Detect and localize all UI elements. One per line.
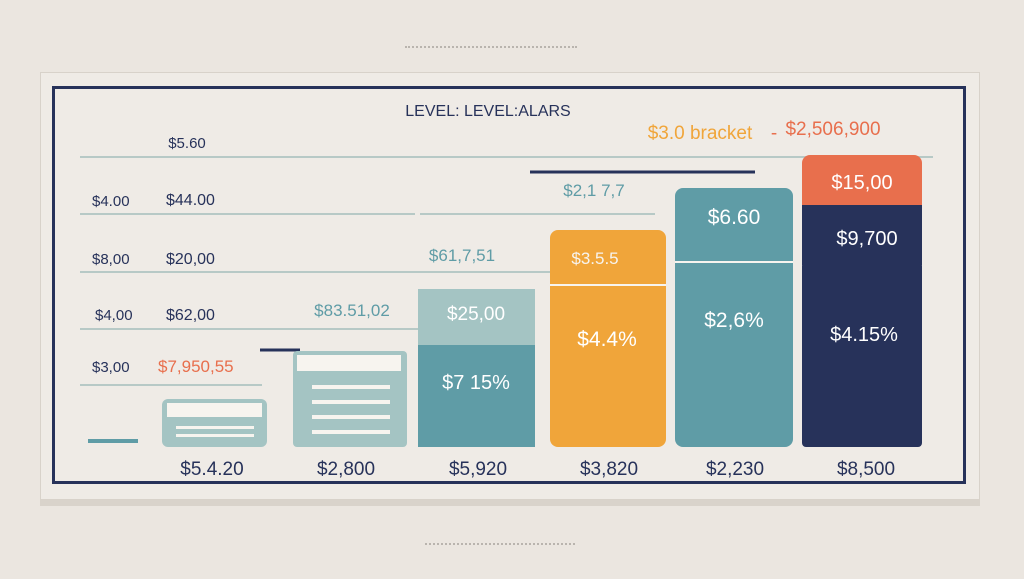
category-label: $2,800 [317, 459, 375, 480]
bar-segment [802, 155, 922, 215]
bar-line [312, 385, 390, 389]
bar-line [312, 415, 390, 419]
category-label: $2,230 [706, 459, 764, 480]
bracket-label: $3.0 bracket [648, 123, 753, 144]
chart-frame [52, 86, 966, 484]
category-label: $5,920 [449, 459, 507, 480]
left-tick-label: $4.00 [92, 193, 130, 210]
bar-line [312, 430, 390, 434]
bar-top-label: $61,7,51 [429, 246, 495, 265]
right-tick-label: $62,00 [166, 307, 215, 324]
bracket-dash: - [771, 123, 777, 144]
top-label: $5.60 [168, 135, 206, 152]
top-dotted-rule [405, 46, 577, 48]
bar-line [312, 400, 390, 404]
left-tick-label: $8,00 [92, 251, 130, 268]
bar-segment-label: $2,6% [704, 309, 764, 332]
bar-segment-label: $15,00 [831, 172, 892, 194]
bar-segment [675, 188, 793, 447]
bottom-dotted-rule [425, 543, 575, 545]
bar-segment-label: $25,00 [447, 304, 505, 325]
bar-6: $15,00 $9,700 $4.15% [802, 155, 922, 447]
bar-4: $2,1 7,7 $3.5.5 $4.4% [550, 181, 666, 447]
left-tick-label: $4,00 [95, 307, 133, 324]
bar-segment [293, 351, 407, 447]
bracket-value: $2,506,900 [785, 119, 880, 140]
bar-paper [167, 403, 262, 417]
category-label: $8,500 [837, 459, 895, 480]
bar-segment-label: $4.4% [577, 328, 637, 351]
bar-1 [162, 399, 267, 447]
bar-paper [297, 355, 401, 371]
left-tick-label: $3,00 [92, 359, 130, 376]
bar-top-label: $2,1 7,7 [563, 181, 624, 200]
bar-5: $6.60 $2,6% [675, 188, 793, 447]
bar-segment-label: $9,700 [836, 228, 897, 250]
bar-segment [802, 205, 922, 265]
bar-2: $83.51,02 [293, 301, 407, 447]
bar-segment-label: $7 15% [442, 372, 510, 394]
bar-segment [802, 262, 922, 447]
bar-line [176, 426, 254, 429]
category-label: $3,820 [580, 459, 638, 480]
bar-segment-label: $4.15% [830, 324, 898, 346]
bar-segment [418, 289, 535, 347]
right-tick-label: $44.00 [166, 192, 215, 209]
bar-line [176, 434, 254, 437]
right-tick-label: $20,00 [166, 251, 215, 268]
bar-top-label: $83.51,02 [314, 301, 390, 320]
chart-title: LEVEL: LEVEL:ALARS [405, 103, 570, 120]
category-label: $5.4.20 [180, 459, 243, 480]
right-tick-label: $7,950,55 [158, 357, 234, 376]
bar-segment [418, 345, 535, 447]
bar-segment-label: $3.5.5 [571, 249, 618, 268]
bar-3: $61,7,51 $25,00 $7 15% [418, 246, 535, 447]
bar-segment-label: $6.60 [708, 206, 761, 229]
